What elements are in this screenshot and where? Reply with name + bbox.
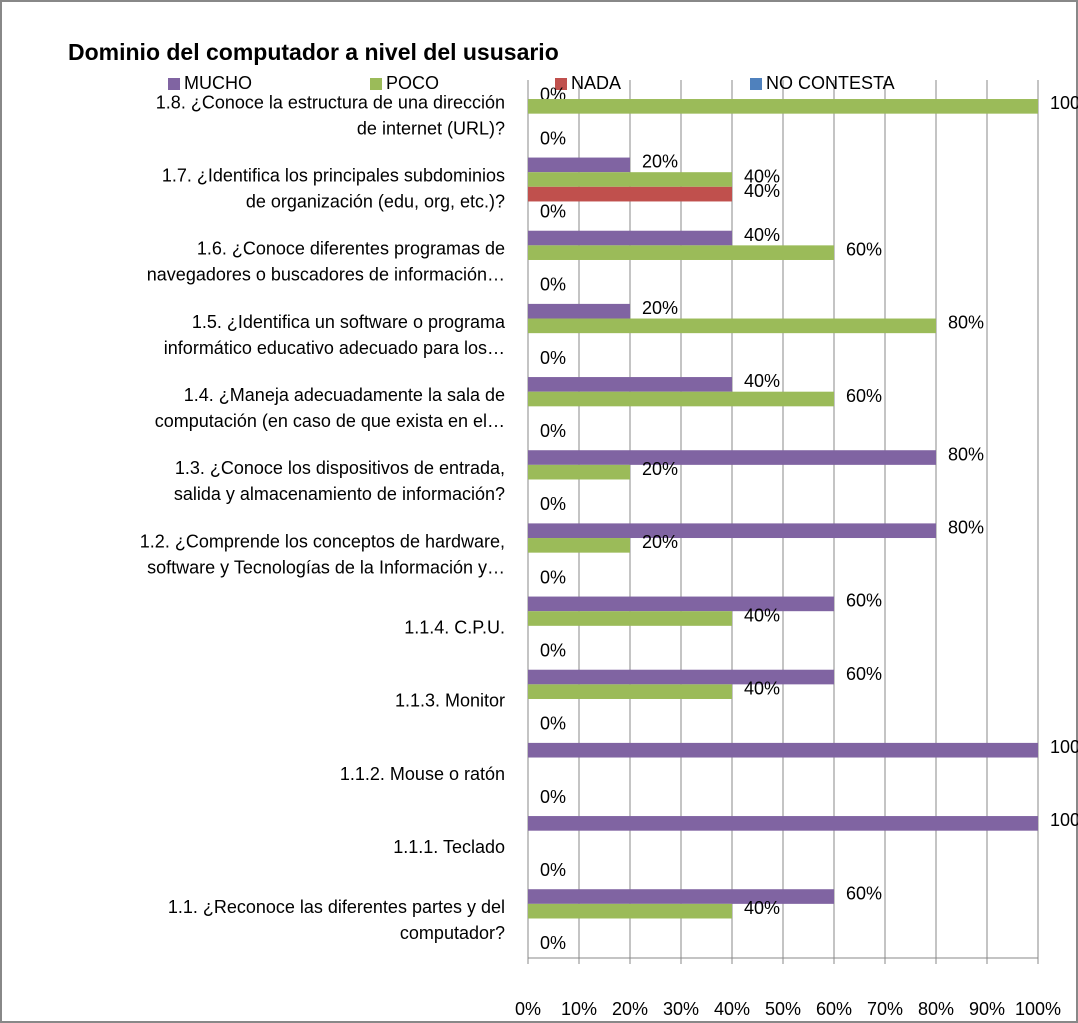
x-tick-label: 0% [515, 999, 541, 1019]
y-tick-label: 1.7. ¿Identifica los principales subdomi… [162, 166, 505, 186]
y-tick-label: de organización (edu, org, etc.)? [246, 192, 505, 212]
data-label: 80% [948, 444, 984, 464]
chart-title: Dominio del computador a nivel del ususa… [68, 39, 559, 65]
data-label: 40% [744, 166, 780, 186]
data-label: 100% [1050, 810, 1078, 830]
y-tick-label: salida y almacenamiento de información? [174, 484, 505, 504]
y-tick-label: 1.1.3. Monitor [395, 691, 505, 711]
x-tick-label: 80% [918, 999, 954, 1019]
legend-swatch [370, 78, 382, 90]
y-tick-label: 1.1.1. Teclado [393, 837, 505, 857]
y-tick-label: 1.2. ¿Comprende los conceptos de hardwar… [140, 531, 505, 551]
y-tick-label: 1.3. ¿Conoce los dispositivos de entrada… [175, 458, 505, 478]
legend-label: NADA [571, 73, 621, 93]
data-label: 0% [540, 202, 566, 222]
bar [528, 157, 630, 173]
bar [528, 669, 834, 685]
bar [528, 303, 630, 319]
data-label: 100% [1050, 737, 1078, 757]
legend-label: POCO [386, 73, 439, 93]
data-label: 0% [540, 787, 566, 807]
bar [528, 245, 834, 260]
data-label: 40% [744, 225, 780, 245]
bar [528, 538, 630, 553]
data-label: 20% [642, 459, 678, 479]
x-tick-label: 90% [969, 999, 1005, 1019]
data-label: 40% [744, 181, 780, 201]
x-tick-label: 100% [1015, 999, 1061, 1019]
x-tick-label: 60% [816, 999, 852, 1019]
x-tick-label: 40% [714, 999, 750, 1019]
bar [528, 596, 834, 612]
x-tick-label: 70% [867, 999, 903, 1019]
bar [528, 816, 1038, 831]
data-label: 40% [744, 678, 780, 698]
bar [528, 903, 732, 919]
data-label: 60% [846, 239, 882, 259]
data-label: 0% [540, 860, 566, 880]
data-label: 0% [540, 275, 566, 295]
data-label: 40% [744, 605, 780, 625]
bar [528, 742, 1038, 758]
data-label: 40% [744, 898, 780, 918]
data-label: 0% [540, 494, 566, 514]
x-tick-label: 10% [561, 999, 597, 1019]
bar [528, 318, 936, 334]
y-tick-label: 1.4. ¿Maneja adecuadamente la sala de [184, 385, 505, 405]
data-label: 0% [540, 714, 566, 734]
bar [528, 99, 1038, 114]
y-tick-label: navegadores o buscadores de información… [147, 265, 505, 285]
data-label: 0% [540, 567, 566, 587]
bar [528, 523, 936, 539]
data-label: 40% [744, 371, 780, 391]
data-label: 60% [846, 591, 882, 611]
bar [528, 464, 630, 480]
y-tick-label: 1.6. ¿Conoce diferentes programas de [197, 239, 505, 259]
bar [528, 377, 732, 392]
y-tick-label: 1.1. ¿Reconoce las diferentes partes y d… [168, 897, 505, 917]
y-tick-label: computación (en caso de que exista en el… [155, 411, 505, 431]
bar [528, 172, 732, 187]
legend-swatch [168, 78, 180, 90]
data-label: 60% [846, 386, 882, 406]
data-label: 0% [540, 348, 566, 368]
data-label: 20% [642, 152, 678, 172]
y-tick-label: 1.5. ¿Identifica un software o programa [192, 312, 506, 332]
bar [528, 889, 834, 904]
y-tick-label: informático educativo adecuado para los… [164, 338, 505, 358]
y-tick-label: computador? [400, 923, 505, 943]
data-label: 0% [540, 933, 566, 953]
legend-label: NO CONTESTA [766, 73, 895, 93]
legend-swatch [555, 78, 567, 90]
data-label: 60% [846, 883, 882, 903]
bar [528, 391, 834, 407]
x-tick-label: 30% [663, 999, 699, 1019]
data-label: 100% [1050, 93, 1078, 113]
y-tick-label: de internet (URL)? [357, 118, 505, 138]
legend-swatch [750, 78, 762, 90]
data-label: 20% [642, 532, 678, 552]
x-tick-label: 20% [612, 999, 648, 1019]
bar [528, 186, 732, 202]
x-tick-label: 50% [765, 999, 801, 1019]
bar [528, 230, 732, 246]
data-label: 20% [642, 298, 678, 318]
y-tick-label: 1.1.4. C.P.U. [404, 618, 505, 638]
data-label: 0% [540, 641, 566, 661]
bar [528, 450, 936, 465]
legend-label: MUCHO [184, 73, 252, 93]
y-tick-label: 1.8. ¿Conoce la estructura de una direcc… [156, 92, 505, 112]
y-tick-label: 1.1.2. Mouse o ratón [340, 764, 505, 784]
y-tick-label: software y Tecnologías de la Información… [147, 557, 505, 577]
bar [528, 611, 732, 626]
data-label: 80% [948, 313, 984, 333]
bar [528, 684, 732, 699]
data-label: 0% [540, 128, 566, 148]
data-label: 80% [948, 517, 984, 537]
data-label: 60% [846, 664, 882, 684]
data-label: 0% [540, 421, 566, 441]
